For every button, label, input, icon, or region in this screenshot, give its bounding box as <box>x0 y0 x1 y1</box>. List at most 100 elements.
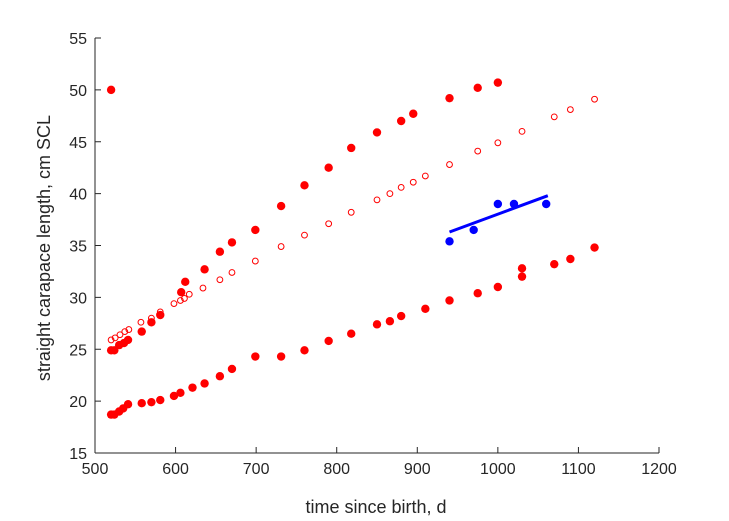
data-point <box>372 128 382 137</box>
data-point <box>421 304 430 313</box>
data-point-open <box>421 172 429 180</box>
data-point <box>106 85 116 95</box>
data-point-open <box>156 308 164 316</box>
data-point-open <box>170 300 178 308</box>
data-point <box>473 83 482 93</box>
data-point <box>200 379 209 388</box>
data-point <box>566 254 575 264</box>
data-point-open <box>216 276 224 284</box>
data-point <box>276 201 286 211</box>
x-tick-label: 600 <box>162 461 189 478</box>
data-point <box>324 163 333 172</box>
data-point <box>517 264 527 273</box>
data-point <box>590 243 599 252</box>
y-tick-label: 45 <box>69 135 87 152</box>
data-point-open <box>474 147 482 155</box>
x-tick-label: 900 <box>404 461 431 478</box>
data-point-open <box>494 139 502 147</box>
y-tick-label: 50 <box>69 83 87 100</box>
data-point-open <box>251 257 259 265</box>
x-axis-label: time since birth, d <box>305 497 446 517</box>
x-tick-label: 800 <box>323 461 350 478</box>
data-point <box>137 327 146 336</box>
axes: 500 600 700 800 900 1000 1100 1200 15 20 25 30 35 40 4… <box>69 31 677 478</box>
data-point-open <box>111 334 119 342</box>
data-point <box>215 247 225 256</box>
data-point <box>385 317 395 326</box>
data-point-open <box>566 106 574 113</box>
data-point <box>347 329 356 338</box>
data-point <box>324 336 333 346</box>
data-point-open <box>199 284 207 292</box>
data-point-open <box>397 184 405 191</box>
data-point <box>396 116 406 126</box>
data-point <box>215 372 225 381</box>
data-point <box>251 225 260 235</box>
data-point <box>517 272 527 281</box>
y-tick-label: 55 <box>69 31 87 48</box>
data-point <box>176 388 185 398</box>
data-point-open <box>373 196 381 204</box>
data-point-open <box>409 178 417 186</box>
data-point <box>251 352 260 361</box>
data-point <box>473 289 482 298</box>
data-point <box>445 93 454 103</box>
data-point <box>123 400 133 409</box>
data-point <box>188 383 197 392</box>
data-point <box>169 391 179 401</box>
data-point <box>177 287 186 297</box>
data-point <box>409 109 418 118</box>
data-point <box>469 225 478 235</box>
data-point-open <box>121 328 129 336</box>
x-tick-label: 1000 <box>480 461 516 478</box>
data-point-open <box>228 269 236 276</box>
x-tick-label: 700 <box>243 461 270 478</box>
y-tick-label: 15 <box>69 446 87 463</box>
data-point-open <box>550 113 558 121</box>
data-point <box>445 237 454 246</box>
data-point <box>372 320 382 329</box>
data-point-open <box>446 161 453 168</box>
data-point <box>300 181 309 190</box>
data-point <box>493 78 503 87</box>
data-point-open <box>386 190 394 198</box>
data-point-open <box>107 336 115 344</box>
data-point <box>300 346 309 355</box>
y-tick-label: 35 <box>69 239 87 256</box>
data-point-open <box>148 314 155 322</box>
data-point <box>200 265 209 274</box>
data-point <box>147 397 156 407</box>
data-point <box>493 282 503 292</box>
data-point-open <box>277 243 285 250</box>
data-point <box>276 352 286 361</box>
data-point-open <box>325 220 333 228</box>
data-point-open <box>137 318 145 326</box>
plot-area <box>106 78 599 419</box>
x-tick-label: 500 <box>82 461 109 478</box>
y-tick-label: 30 <box>69 290 87 307</box>
fit-line <box>448 194 549 234</box>
y-tick-label: 40 <box>69 187 87 204</box>
data-point <box>493 199 503 209</box>
data-point <box>227 238 237 247</box>
data-point-open <box>185 290 193 298</box>
data-point <box>396 311 406 321</box>
y-tick-label: 20 <box>69 394 87 411</box>
x-tick-label: 1100 <box>561 461 596 478</box>
data-point-open <box>347 208 355 216</box>
data-point <box>156 395 165 405</box>
data-point-open <box>181 295 188 302</box>
data-point-open <box>518 127 526 135</box>
x-tick-label: 1200 <box>641 461 677 478</box>
y-tick-label: 25 <box>69 342 87 359</box>
data-point <box>137 399 146 408</box>
data-point <box>542 199 551 209</box>
data-point-open <box>301 231 308 239</box>
y-axis-label: straight carapace length, cm SCL <box>34 115 54 381</box>
data-point <box>347 143 356 153</box>
data-point <box>181 277 190 287</box>
data-point-open <box>591 95 598 103</box>
data-point <box>227 364 237 374</box>
data-point-open <box>125 326 133 333</box>
